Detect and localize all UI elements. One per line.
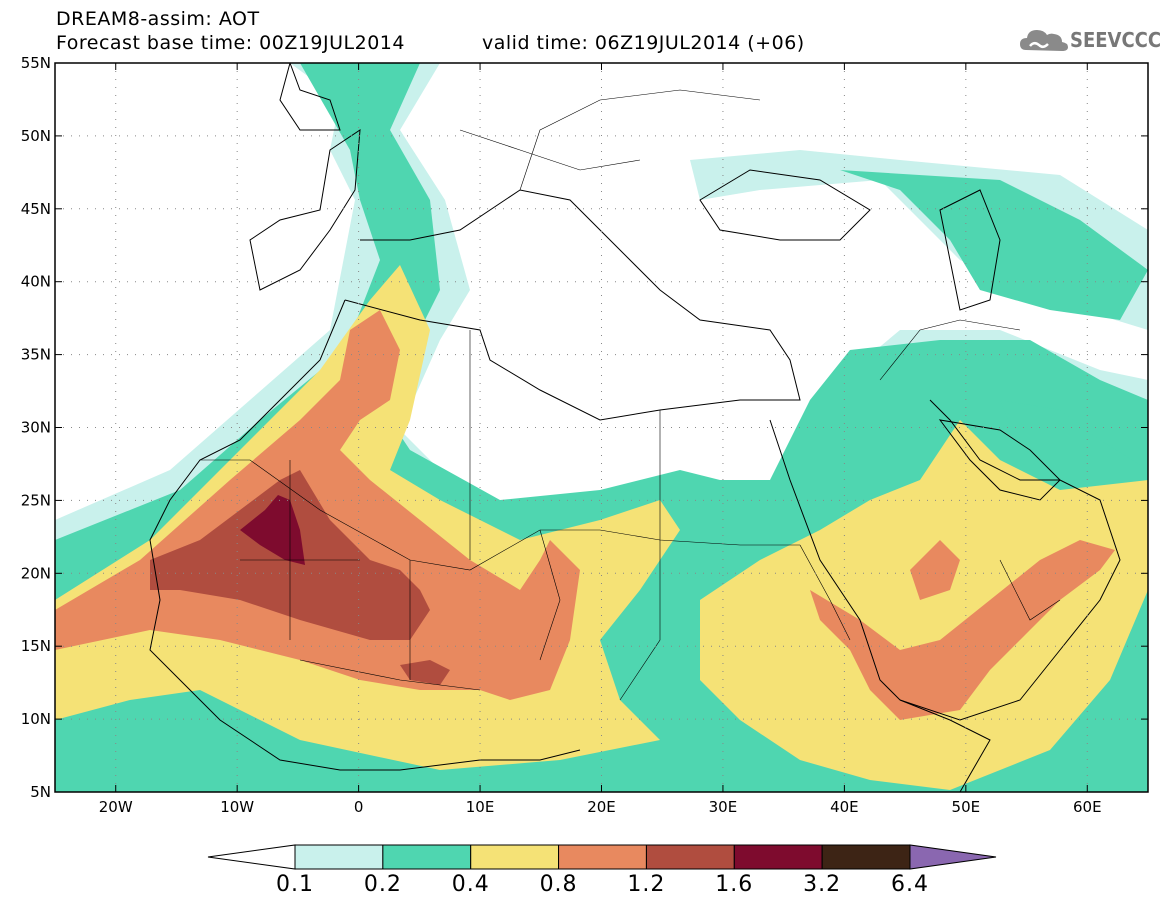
coastline-persian-gulf	[938, 419, 1061, 501]
coastline-black-sea	[699, 169, 871, 241]
lon-tick-label: 50E	[952, 798, 981, 816]
lon-tick-label: 0	[354, 798, 364, 816]
coastline-iberia	[249, 129, 361, 291]
border	[999, 559, 1061, 621]
colorbar-label: 3.2	[803, 872, 842, 897]
aot-level-0.2	[1000, 400, 1148, 500]
coastline-west-africa	[149, 299, 581, 771]
colorbar-extend-low	[207, 844, 296, 870]
colorbar-label: 6.4	[891, 872, 929, 897]
coastline-caspian	[939, 189, 1001, 311]
map-area	[55, 63, 1148, 792]
colorbar-label: 0.1	[276, 872, 314, 897]
colorbar-segment	[294, 844, 384, 870]
aot-level-0.8	[910, 540, 960, 600]
lat-tick-label: 35N	[21, 346, 51, 364]
lat-tick-label: 30N	[21, 419, 51, 437]
lat-tick-label: 5N	[30, 783, 51, 801]
aot-level-0.8	[810, 540, 1115, 720]
aot-level-1.2	[400, 660, 450, 685]
lat-tick-label: 40N	[21, 273, 51, 291]
colorbar-label: 1.6	[715, 872, 754, 897]
cloud-icon	[1020, 30, 1068, 51]
border	[879, 319, 1021, 381]
longitude-axis: 20W 10W 0 10E 20E 30E 40E 50E 60E	[99, 63, 1102, 816]
coastline-red-sea	[769, 399, 1121, 721]
border	[299, 659, 481, 691]
colorbar-label: 0.4	[451, 872, 490, 897]
colorbar-label: 0.8	[539, 872, 578, 897]
colorbar-segment	[821, 844, 911, 870]
colorbar-label: 1.2	[627, 872, 666, 897]
lon-tick-label: 10E	[466, 798, 495, 816]
colorbar-segment	[470, 844, 560, 870]
lon-tick-label: 40E	[830, 798, 859, 816]
colorbar-segment	[733, 844, 823, 870]
map-title-valid-time: valid time: 06Z19JUL2014 (+06)	[482, 32, 805, 54]
lat-tick-label: 10N	[21, 710, 51, 728]
aot-contours	[55, 63, 1148, 792]
colorbar-segment	[645, 844, 735, 870]
coastline-uk	[279, 63, 341, 131]
colorbar	[207, 844, 997, 870]
lon-tick-label: 10W	[220, 798, 254, 816]
lon-tick-label: 20W	[99, 798, 133, 816]
border	[539, 529, 561, 661]
border	[619, 410, 661, 701]
coastline-east-africa	[899, 699, 991, 792]
country-borders	[200, 89, 1061, 701]
lon-tick-label: 60E	[1073, 798, 1102, 816]
logo-text: SEEVCCC	[1070, 28, 1162, 52]
lat-tick-label: 50N	[21, 127, 51, 145]
border	[799, 544, 851, 641]
map-title-model: DREAM8-assim: AOT	[56, 8, 260, 30]
aot-level-0.2	[840, 170, 1148, 320]
lat-tick-label: 20N	[21, 564, 51, 582]
map-title-base-time: Forecast base time: 00Z19JUL2014	[56, 32, 405, 54]
aot-level-1.6	[240, 495, 305, 565]
lon-tick-label: 20E	[587, 798, 616, 816]
lat-tick-label: 45N	[21, 200, 51, 218]
colorbar-segment	[382, 844, 472, 870]
seevccc-logo: SEEVCCC	[1018, 24, 1162, 56]
border	[200, 459, 800, 571]
colorbar-extend-high	[909, 844, 997, 870]
border	[519, 89, 761, 191]
aot-level-0.4	[700, 420, 1148, 790]
lat-tick-label: 15N	[21, 637, 51, 655]
colorbar-label: 0.2	[363, 872, 402, 897]
lat-tick-label: 25N	[21, 491, 51, 509]
lat-tick-label: 55N	[21, 54, 51, 72]
border	[459, 129, 641, 171]
latitude-axis: 5N 10N 15N 20N 25N 30N 35N 40N 45N 50N 55N	[21, 54, 1148, 801]
lon-tick-label: 30E	[709, 798, 738, 816]
colorbar-segment	[558, 844, 647, 870]
